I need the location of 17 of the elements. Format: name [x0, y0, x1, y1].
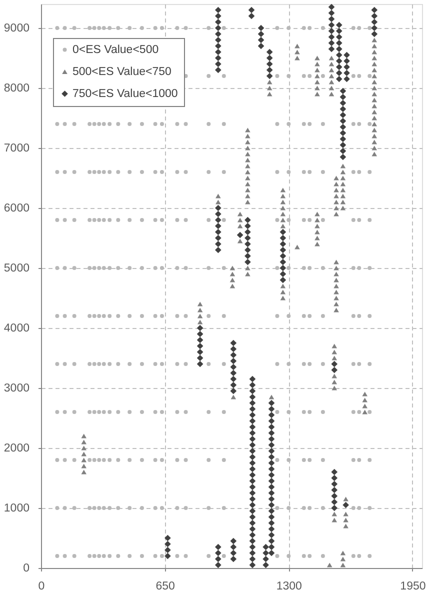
y-tick-label: 6000 [4, 202, 30, 214]
y-tick-label: 9000 [4, 22, 30, 34]
y-tick-label: 3000 [4, 382, 30, 394]
y-tick-label: 0 [23, 562, 30, 574]
legend-label: 750<ES Value<1000 [72, 88, 178, 100]
y-tick-label: 1000 [4, 502, 30, 514]
y-tick-label: 5000 [4, 262, 30, 274]
legend-label: 0<ES Value<500 [72, 44, 159, 56]
legend-label: 500<ES Value<750 [72, 66, 172, 78]
y-tick-label: 7000 [4, 142, 30, 154]
x-tick-label: 1300 [276, 580, 302, 592]
y-tick-label: 8000 [4, 82, 30, 94]
x-tick-label: 650 [156, 580, 175, 592]
x-tick-label: 0 [38, 580, 45, 592]
y-tick-label: 4000 [4, 322, 30, 334]
y-tick-label: 2000 [4, 442, 30, 454]
x-tick-label: 1950 [400, 580, 426, 592]
